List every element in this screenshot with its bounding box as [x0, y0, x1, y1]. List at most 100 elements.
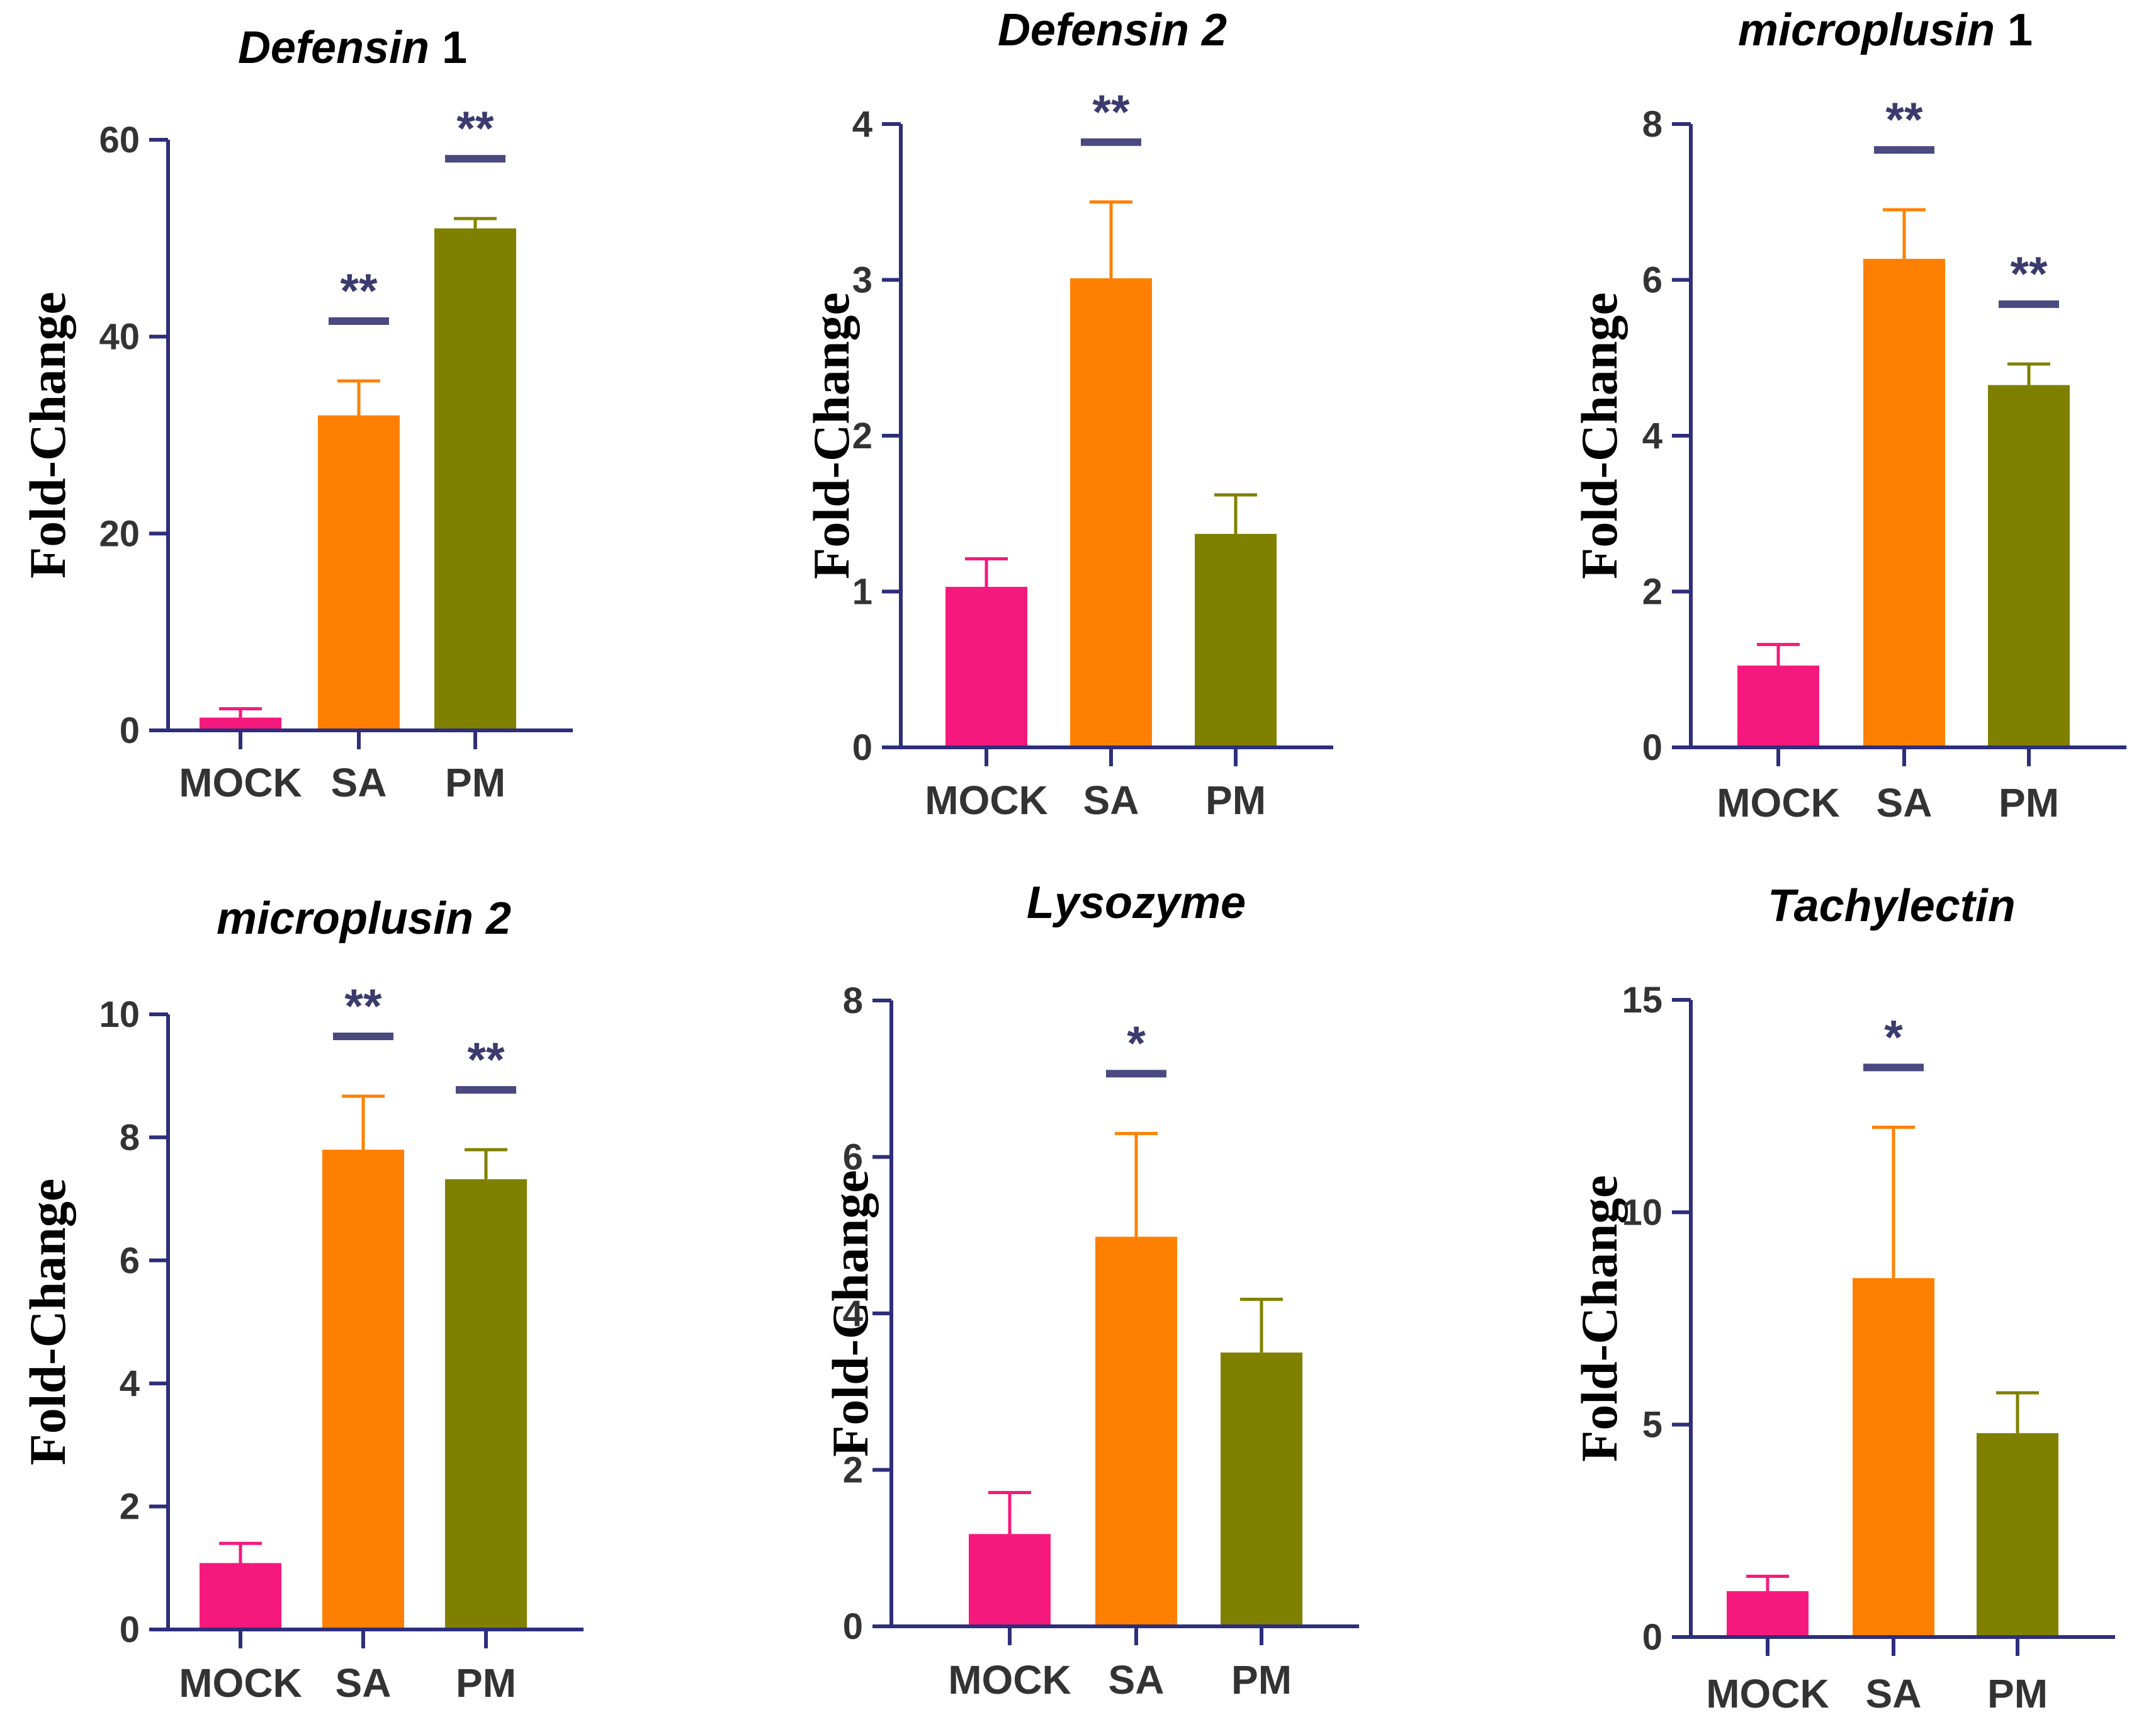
chart-title-main: Lysozyme [1027, 878, 1246, 928]
y-tick-label: 10 [1622, 1192, 1662, 1233]
y-tick-label: 6 [120, 1240, 140, 1281]
bar-sa [1853, 1278, 1934, 1637]
x-tick-label: PM [1231, 1657, 1292, 1703]
significance-marker: ** [340, 264, 378, 318]
bar-sa [318, 415, 400, 730]
y-tick-label: 1 [852, 572, 872, 613]
bar-sa [1095, 1237, 1177, 1626]
significance-marker: * [1127, 1017, 1146, 1070]
y-axis-label: Fold-Change [1571, 1175, 1628, 1462]
y-tick-label: 0 [1642, 727, 1662, 768]
bar-mock [1737, 666, 1819, 747]
significance-marker: ** [344, 980, 382, 1033]
x-tick-label: SA [1109, 1657, 1165, 1703]
bar-sa [322, 1149, 404, 1629]
y-tick-label: 10 [99, 994, 140, 1035]
significance-marker: ** [456, 102, 494, 156]
bar-sa [1863, 259, 1945, 747]
significance-marker: ** [1885, 93, 1923, 147]
x-tick-label: PM [445, 760, 505, 805]
y-tick-label: 2 [852, 416, 872, 456]
x-tick-label: MOCK [1706, 1671, 1829, 1716]
chart-title-main: Defensin [238, 23, 429, 73]
chart-title-suffix: 1 [429, 23, 467, 73]
chart-title-main: Tachylectin [1768, 881, 2015, 931]
y-tick-label: 3 [852, 260, 872, 301]
y-tick-label: 0 [852, 727, 872, 768]
y-tick-label: 2 [120, 1487, 140, 1527]
bar-mock [969, 1534, 1051, 1626]
significance-marker: ** [1092, 86, 1130, 139]
chart-panel: Tachylectin Fold-Change * 0 5 10 15 MOCK SA PM [1571, 881, 2115, 1716]
chart-title: Defensin 1 [238, 23, 467, 73]
significance-marker: ** [2010, 247, 2048, 301]
x-tick-label: PM [1999, 780, 2059, 825]
y-tick-label: 2 [843, 1450, 863, 1491]
x-tick-label: SA [331, 760, 387, 805]
y-tick-label: 20 [99, 513, 140, 554]
bar-pm [434, 228, 516, 730]
y-tick-label: 6 [1642, 260, 1662, 301]
y-tick-label: 40 [99, 317, 140, 358]
x-tick-label: SA [1866, 1671, 1922, 1716]
x-tick-label: MOCK [1717, 780, 1840, 825]
x-tick-label: PM [1205, 778, 1266, 823]
bar-pm [1221, 1352, 1302, 1626]
y-tick-label: 0 [120, 1609, 140, 1650]
x-tick-label: SA [1083, 778, 1139, 823]
chart-title-main: microplusin [1738, 5, 1995, 55]
bar-pm [1988, 385, 2070, 747]
y-tick-label: 4 [1642, 416, 1662, 456]
chart-panel: Lysozyme Fold-Change * 0 2 4 6 8 MOCK SA PM [821, 878, 1359, 1703]
chart-panel: microplusin 2 Fold-Change ** ** 0 2 4 6 8 10 MOCK S… [19, 893, 584, 1706]
y-tick-label: 60 [99, 120, 140, 161]
x-tick-label: PM [1987, 1671, 2048, 1716]
y-tick-label: 8 [120, 1117, 140, 1158]
chart-panel: microplusin 1 Fold-Change ** ** 0 2 4 6 8 MOCK SA P… [1571, 5, 2126, 825]
bar-mock [1727, 1591, 1809, 1637]
y-axis-label: Fold-Change [821, 1170, 879, 1457]
bar-pm [1977, 1433, 2058, 1637]
chart-title: Tachylectin [1768, 881, 2015, 931]
bar-mock [945, 587, 1027, 747]
chart-title-suffix: 1 [1995, 5, 2033, 55]
y-tick-label: 0 [120, 710, 140, 751]
y-tick-label: 0 [843, 1606, 863, 1647]
chart-title: Defensin 2 [998, 5, 1227, 55]
y-axis-label: Fold-Change [19, 1179, 76, 1466]
y-tick-label: 4 [852, 104, 872, 145]
chart-title-main: microplusin 2 [217, 893, 511, 944]
chart-title: microplusin 2 [217, 893, 511, 944]
x-tick-label: SA [336, 1660, 392, 1706]
y-axis-label: Fold-Change [1571, 292, 1628, 579]
significance-marker: * [1884, 1011, 1903, 1064]
chart-panel: Defensin 2 Fold-Change ** 0 1 2 3 4 MOCK SA PM [803, 5, 1333, 823]
chart-panel: Defensin 1 Fold-Change ** ** 0 20 40 60 MOCK SA PM [19, 23, 573, 805]
y-tick-label: 0 [1642, 1617, 1662, 1658]
y-tick-label: 8 [843, 980, 863, 1021]
y-tick-label: 2 [1642, 572, 1662, 613]
x-tick-label: PM [456, 1660, 516, 1706]
x-tick-label: MOCK [179, 1660, 302, 1706]
x-tick-label: SA [1877, 780, 1933, 825]
y-tick-label: 4 [843, 1293, 863, 1334]
y-axis-label: Fold-Change [803, 292, 860, 579]
y-tick-label: 6 [843, 1137, 863, 1178]
chart-title: Lysozyme [1027, 878, 1246, 928]
x-tick-label: MOCK [179, 760, 302, 805]
y-tick-label: 15 [1622, 980, 1662, 1021]
y-axis-label: Fold-Change [19, 292, 76, 579]
chart-title-main: Defensin 2 [998, 5, 1227, 55]
x-tick-label: MOCK [948, 1657, 1071, 1703]
bar-sa [1070, 278, 1152, 747]
y-tick-label: 4 [120, 1363, 140, 1404]
x-tick-label: MOCK [925, 778, 1048, 823]
bar-mock [200, 717, 281, 730]
bar-mock [200, 1563, 281, 1629]
chart-title: microplusin 1 [1738, 5, 2033, 55]
y-tick-label: 5 [1642, 1405, 1662, 1446]
significance-marker: ** [467, 1033, 505, 1087]
bar-pm [1195, 533, 1277, 747]
bar-pm [445, 1179, 527, 1629]
